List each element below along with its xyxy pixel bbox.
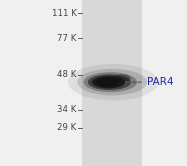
Ellipse shape	[68, 64, 158, 100]
Text: 77 K: 77 K	[57, 34, 77, 43]
Ellipse shape	[112, 74, 131, 82]
Text: 48 K: 48 K	[57, 70, 77, 79]
Bar	[82, 0, 142, 166]
Ellipse shape	[84, 72, 137, 92]
Ellipse shape	[88, 74, 131, 90]
Text: 34 K: 34 K	[57, 105, 77, 114]
Ellipse shape	[96, 78, 119, 87]
Text: 111 K: 111 K	[52, 9, 77, 18]
Ellipse shape	[77, 69, 147, 95]
Ellipse shape	[92, 76, 125, 88]
Text: 29 K: 29 K	[57, 123, 77, 132]
Text: PAR4: PAR4	[147, 77, 173, 87]
